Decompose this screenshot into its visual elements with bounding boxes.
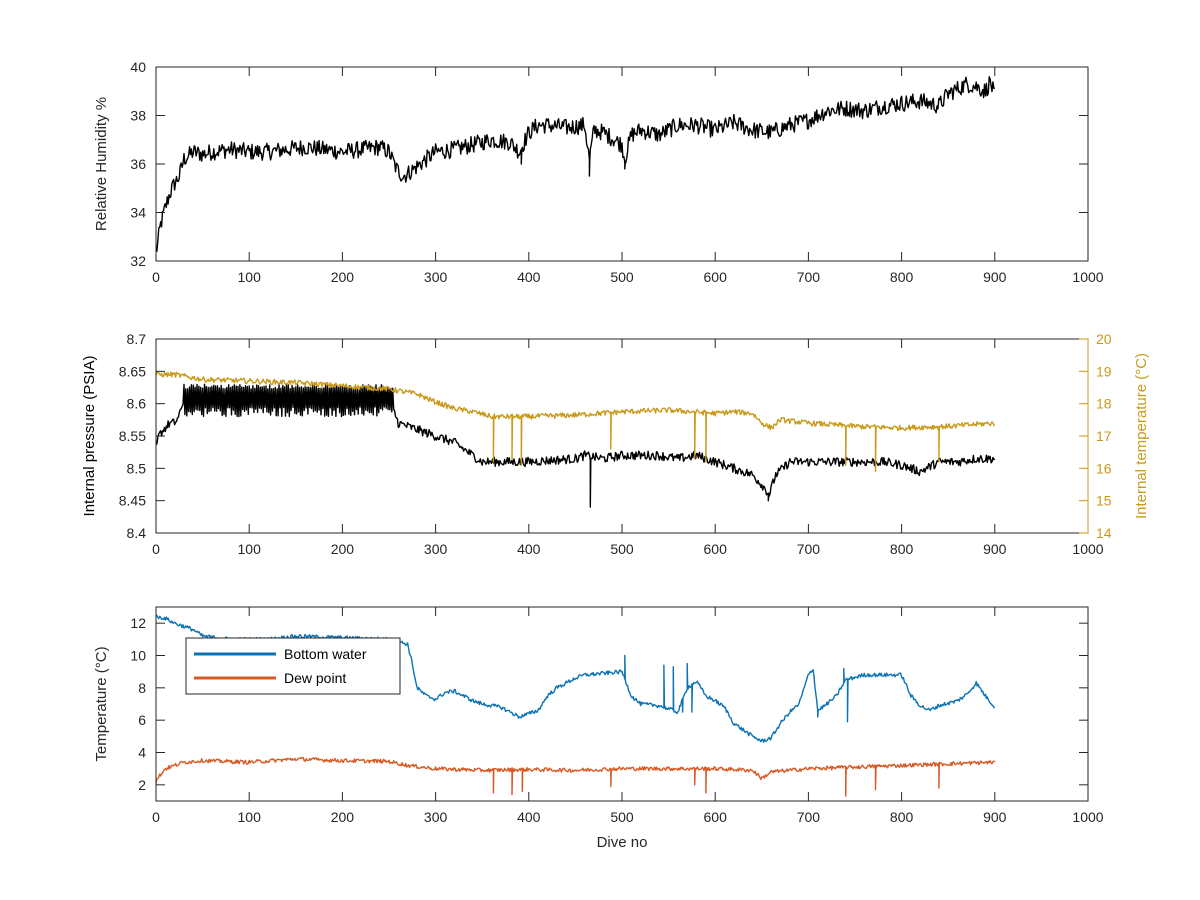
x-tick-label: 700: [797, 269, 821, 285]
y-tick-label: 8.6: [127, 396, 147, 412]
x-tick-label: 400: [517, 269, 541, 285]
x-tick-label: 800: [890, 541, 914, 557]
y-tick-label: 8.7: [127, 331, 147, 347]
x-tick-label: 200: [331, 269, 355, 285]
x-tick-label: 700: [797, 541, 821, 557]
x-tick-label: 600: [704, 809, 728, 825]
x-tick-label: 0: [152, 269, 160, 285]
y-tick-label: 38: [130, 108, 146, 124]
y2-tick-label: 16: [1096, 460, 1112, 476]
x-tick-label: 300: [424, 269, 448, 285]
x-tick-label: 400: [517, 809, 541, 825]
x-tick-label: 900: [983, 269, 1007, 285]
y-tick-label: 34: [130, 205, 146, 221]
x-tick-label: 400: [517, 541, 541, 557]
series-line-1-1: [155, 76, 996, 252]
y2-tick-label: 18: [1096, 396, 1112, 412]
x-tick-label: 200: [331, 809, 355, 825]
y2-tick-label: 17: [1096, 428, 1112, 444]
y-tick-label: 40: [130, 59, 146, 75]
x-tick-label: 100: [238, 541, 262, 557]
y2-tick-label: 14: [1096, 525, 1112, 541]
panel-2: 0 100 200 300 400 500 600 700 800 900 1000 8.4 8.45 8…: [81, 331, 1150, 557]
y-tick-label: 8.55: [119, 428, 146, 444]
y-axis-label: Internal pressure (PSIA): [81, 356, 98, 517]
panel-3: 0 100 200 300 400 500 600 700 800 900 1000 2 4 6 8 10 12…: [93, 606, 1104, 851]
legend-box: [185, 637, 401, 695]
x-tick-label: 500: [610, 269, 634, 285]
x-tick-label: 900: [983, 809, 1007, 825]
x-tick-label: 600: [704, 541, 728, 557]
x-tick-label: 1000: [1072, 809, 1103, 825]
y-tick-label: 6: [138, 712, 146, 728]
y-tick-label: 8.5: [127, 460, 147, 476]
x-tick-label: 1000: [1072, 541, 1103, 557]
x-tick-label: 800: [890, 269, 914, 285]
panel-1: 0 100 200 300 400 500 600 700 800 900 1000 32 34 36 38…: [93, 59, 1104, 285]
y-axis-label: Temperature (°C): [93, 646, 110, 761]
y-tick-label: 8.65: [119, 363, 146, 379]
x-tick-label: 200: [331, 541, 355, 557]
x-tick-label: 100: [238, 269, 262, 285]
x-tick-label: 300: [424, 809, 448, 825]
series-line-3-2: [155, 756, 996, 797]
y-tick-label: 8: [138, 680, 146, 696]
y-tick-label: 10: [130, 648, 146, 664]
y2-axis-label: Internal temperature (°C): [1133, 353, 1150, 519]
legend-label: Bottom water: [284, 646, 367, 662]
x-tick-label: 1000: [1072, 269, 1103, 285]
x-tick-label: 500: [610, 541, 634, 557]
x-tick-label: 700: [797, 809, 821, 825]
series-line-3-1: [155, 614, 995, 743]
x-tick-label: 800: [890, 809, 914, 825]
x-tick-label: 900: [983, 541, 1007, 557]
x-tick-label: 100: [238, 809, 262, 825]
panels: 0 100 200 300 400 500 600 700 800 900 100032343638…: [81, 59, 1150, 851]
legend-label: Dew point: [284, 670, 346, 686]
y-tick-label: 8.45: [119, 493, 146, 509]
y-tick-label: 32: [130, 253, 146, 269]
x-tick-label: 500: [610, 809, 634, 825]
x-tick-label: 300: [424, 541, 448, 557]
x-tick-label: 0: [152, 809, 160, 825]
x-tick-label: 600: [704, 269, 728, 285]
y-tick-label: 4: [138, 745, 146, 761]
x-tick-label: 0: [152, 541, 160, 557]
y-tick-label: 2: [138, 777, 146, 793]
y2-tick-label: 15: [1096, 493, 1112, 509]
series-line-2-2: [155, 371, 996, 473]
y-axis-label: Relative Humidity %: [93, 97, 110, 231]
y-tick-label: 36: [130, 156, 146, 172]
y2-tick-label: 19: [1096, 363, 1112, 379]
y2-tick-label: 20: [1096, 331, 1112, 347]
series-line-2-1: [155, 383, 996, 508]
x-axis-label: Dive no: [597, 834, 648, 851]
y-tick-label: 8.4: [127, 525, 147, 541]
y-tick-label: 12: [130, 615, 146, 631]
